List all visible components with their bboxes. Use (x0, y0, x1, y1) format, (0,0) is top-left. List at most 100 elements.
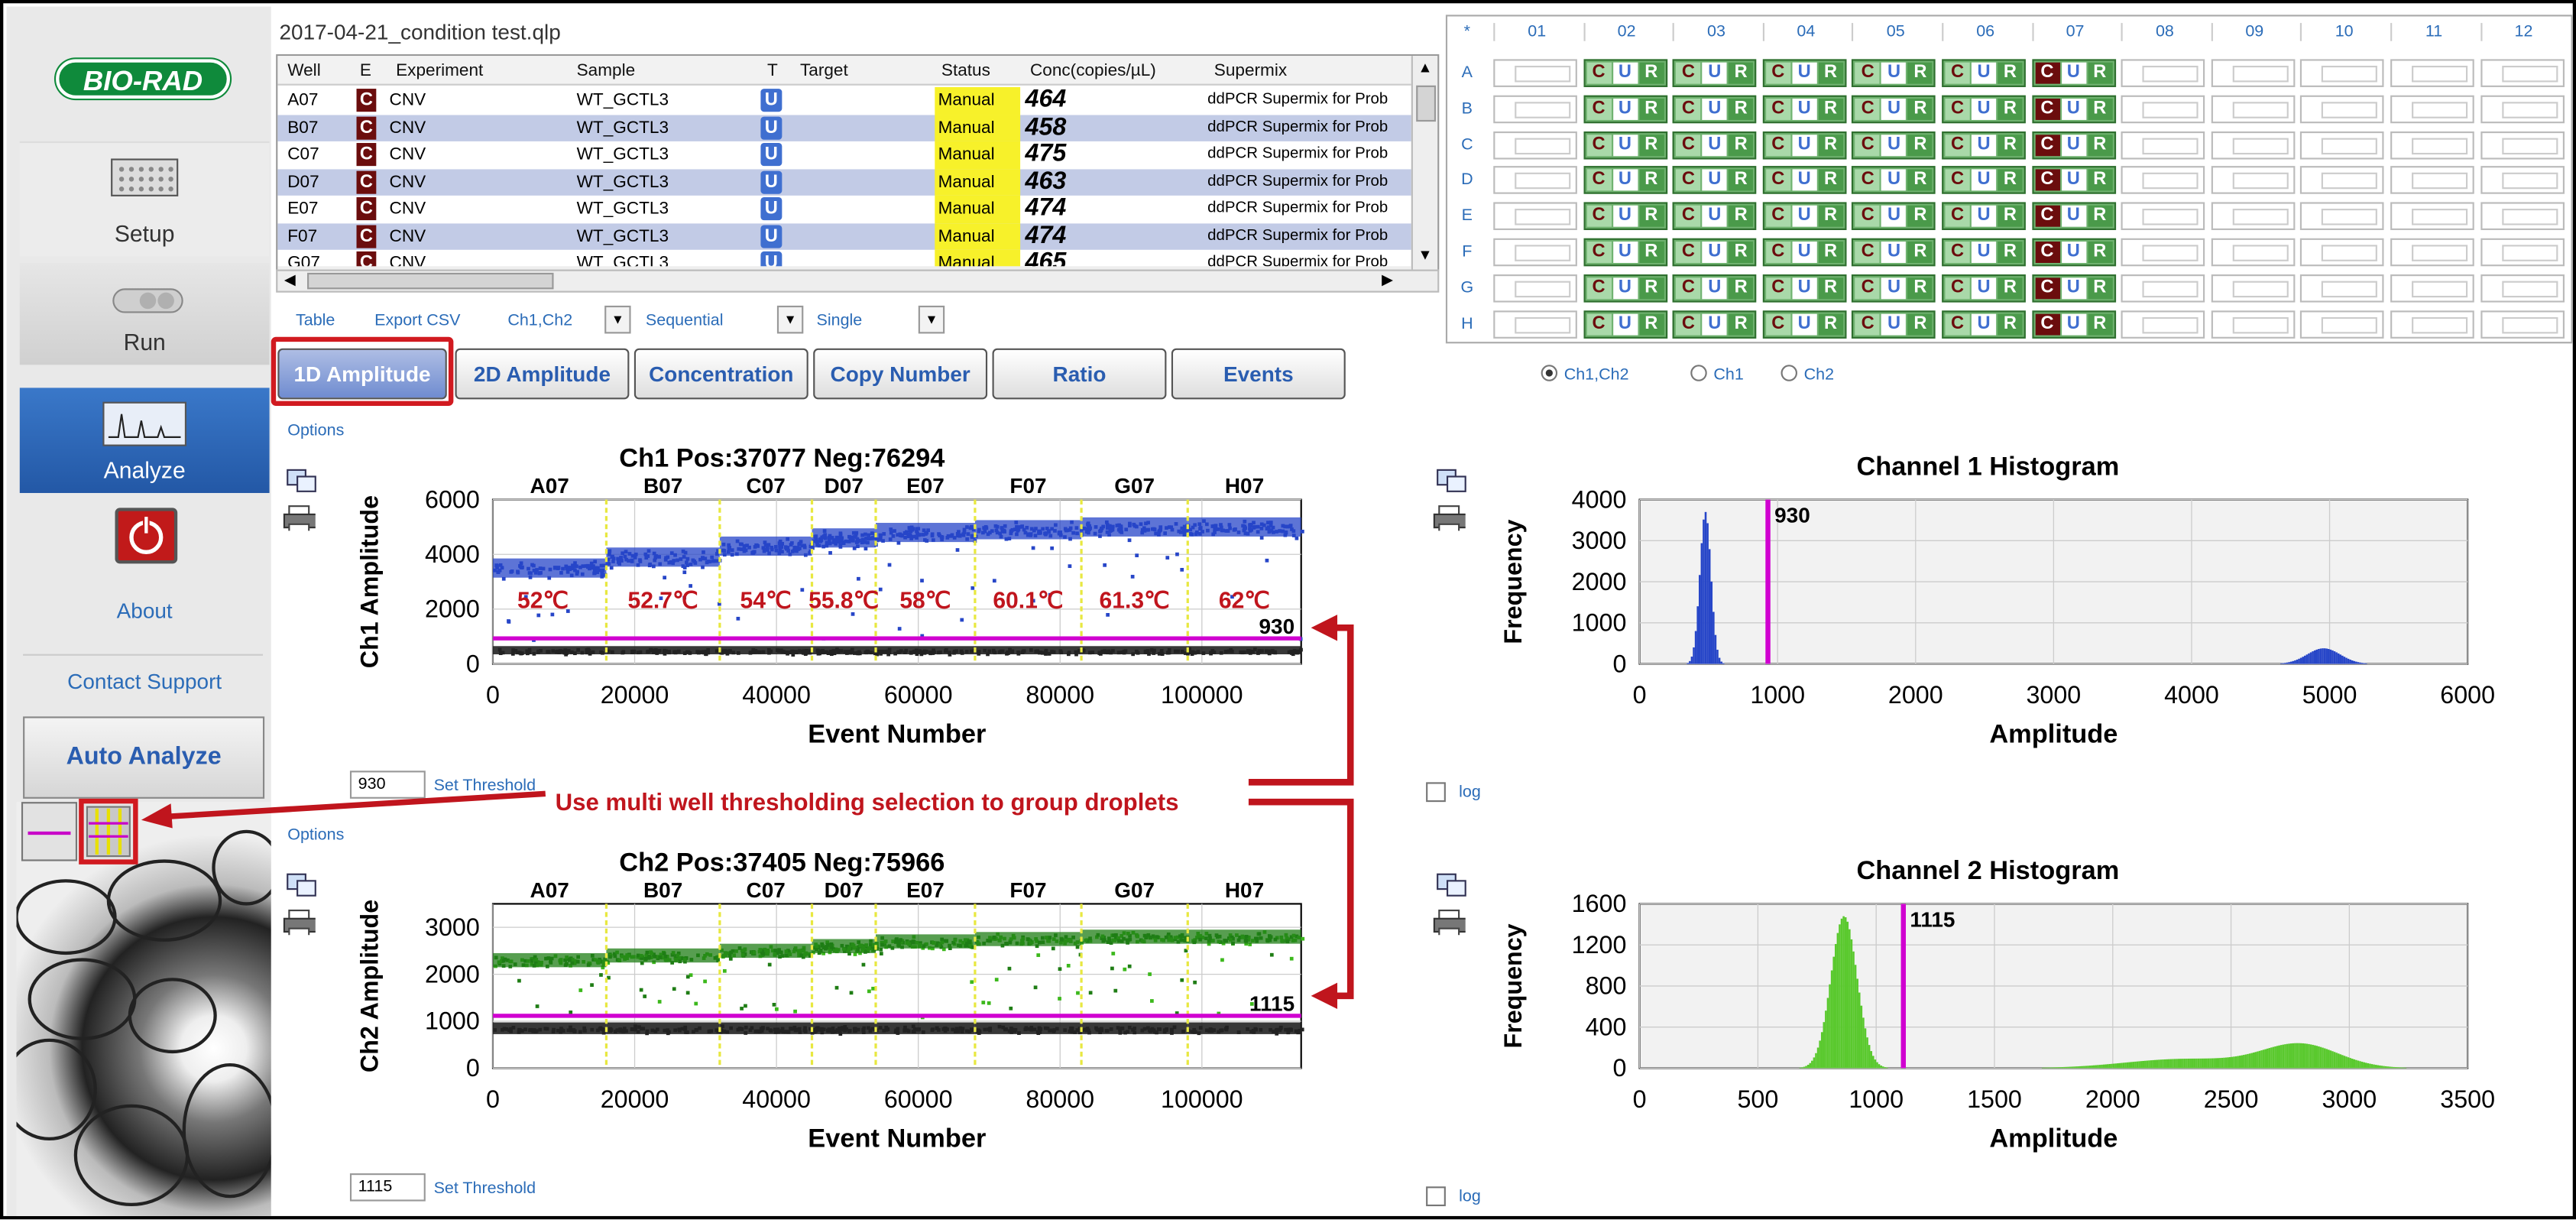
nav-setup-button[interactable]: Setup (19, 141, 270, 257)
plate-well-empty[interactable] (2480, 202, 2565, 231)
scroll-right-icon[interactable]: ▶ (1382, 271, 1393, 288)
auto-analyze-button[interactable]: Auto Analyze (23, 716, 265, 799)
print-icon[interactable] (1433, 504, 1466, 531)
tab-events[interactable]: Events (1171, 348, 1346, 400)
plate-well-empty[interactable] (2121, 202, 2205, 231)
plate-well-empty[interactable] (2211, 131, 2295, 159)
plate-well-empty[interactable] (2121, 131, 2205, 159)
plate-col-header[interactable]: 02 (1583, 23, 1669, 41)
plate-col-header[interactable]: 09 (2211, 23, 2296, 41)
plate-well-empty[interactable] (2390, 166, 2474, 195)
plate-well-empty[interactable] (1493, 95, 1577, 123)
plate-well-empty[interactable] (2211, 166, 2295, 195)
contact-support-link[interactable]: Contact Support (67, 669, 222, 694)
col-target[interactable]: Target (800, 60, 848, 81)
col-conc[interactable]: Conc(copies/µL) (1029, 60, 1156, 81)
table-view-link[interactable]: Table (295, 312, 335, 331)
plate-row-header[interactable]: A (1461, 63, 1473, 83)
vertical-scroll-thumb[interactable] (1416, 85, 1437, 122)
tab-copy-number[interactable]: Copy Number (813, 348, 988, 400)
col-t[interactable]: T (767, 60, 778, 81)
scroll-up-icon[interactable]: ▲ (1418, 59, 1433, 76)
col-experiment[interactable]: Experiment (396, 60, 484, 81)
plate-well-empty[interactable] (1493, 274, 1577, 303)
channel-dropdown-icon[interactable]: ▼ (604, 305, 631, 334)
plate-row-header[interactable]: H (1461, 314, 1473, 333)
copy-icon[interactable] (1436, 469, 1469, 495)
plate-well-empty[interactable] (2211, 95, 2295, 123)
power-button[interactable] (115, 508, 178, 564)
radio-empty-icon[interactable] (1690, 365, 1707, 381)
tab-concentration[interactable]: Concentration (633, 348, 808, 400)
print-icon[interactable] (1433, 909, 1466, 936)
plate-row-header[interactable]: F (1462, 243, 1473, 261)
plate-well-empty[interactable] (2121, 59, 2205, 87)
plate-corner[interactable]: * (1463, 23, 1471, 41)
plate-well-empty[interactable] (1493, 166, 1577, 195)
plate-well-empty[interactable] (2480, 131, 2565, 159)
radio-ch2[interactable]: Ch2 (1781, 365, 1834, 384)
ch2-options-link[interactable]: Options (287, 826, 345, 845)
plate-well-empty[interactable] (2211, 59, 2295, 87)
plate-well-empty[interactable] (2480, 238, 2565, 267)
ch1-threshold-input[interactable]: 930 (349, 770, 426, 799)
tab-1d-amplitude[interactable]: 1D Amplitude (277, 348, 447, 400)
radio-ch1-ch2[interactable]: Ch1,Ch2 (1541, 365, 1629, 384)
plate-well-empty[interactable] (2121, 238, 2205, 267)
vertical-scrollbar[interactable]: ▲ ▼ (1411, 56, 1438, 270)
table-row[interactable]: E07 C CNV WT_GCTL3 U Manual 474 ddPCR Supermix … (277, 194, 1411, 223)
plate-col-header[interactable]: 07 (2031, 23, 2118, 41)
plate-well-empty[interactable] (2211, 274, 2295, 303)
plate-well-empty[interactable] (1493, 202, 1577, 231)
scroll-left-icon[interactable]: ◀ (284, 271, 296, 288)
plate-row-header[interactable]: E (1461, 207, 1473, 225)
col-supermix[interactable]: Supermix (1213, 60, 1288, 81)
about-link[interactable]: About (116, 598, 173, 623)
table-row[interactable]: D07 C CNV WT_GCTL3 U Manual 463 ddPCR Supermix … (277, 167, 1411, 196)
plate-col-header[interactable]: 01 (1493, 23, 1579, 41)
channel-select[interactable]: Ch1,Ch2 (507, 312, 573, 331)
plate-well-empty[interactable] (2480, 95, 2565, 123)
ch2-threshold-input[interactable]: 1115 (349, 1173, 426, 1202)
plate-col-header[interactable]: 03 (1673, 23, 1758, 41)
plate-well-empty[interactable] (2211, 238, 2295, 267)
col-well[interactable]: Well (287, 60, 321, 81)
plate-col-header[interactable]: 12 (2480, 23, 2565, 41)
mode-select[interactable]: Single (816, 312, 863, 331)
plate-well-empty[interactable] (2390, 131, 2474, 159)
radio-empty-icon[interactable] (1781, 365, 1797, 381)
plate-well-empty[interactable] (1493, 59, 1577, 87)
plate-well-empty[interactable] (2480, 310, 2565, 339)
plate-col-header[interactable]: 10 (2300, 23, 2386, 41)
plate-well-empty[interactable] (2121, 310, 2205, 339)
plate-well-empty[interactable] (2300, 274, 2385, 303)
plate-row-header[interactable]: G (1460, 279, 1474, 297)
export-csv-link[interactable]: Export CSV (374, 312, 461, 331)
plate-well-empty[interactable] (2480, 274, 2565, 303)
scroll-down-icon[interactable]: ▼ (1418, 246, 1433, 263)
